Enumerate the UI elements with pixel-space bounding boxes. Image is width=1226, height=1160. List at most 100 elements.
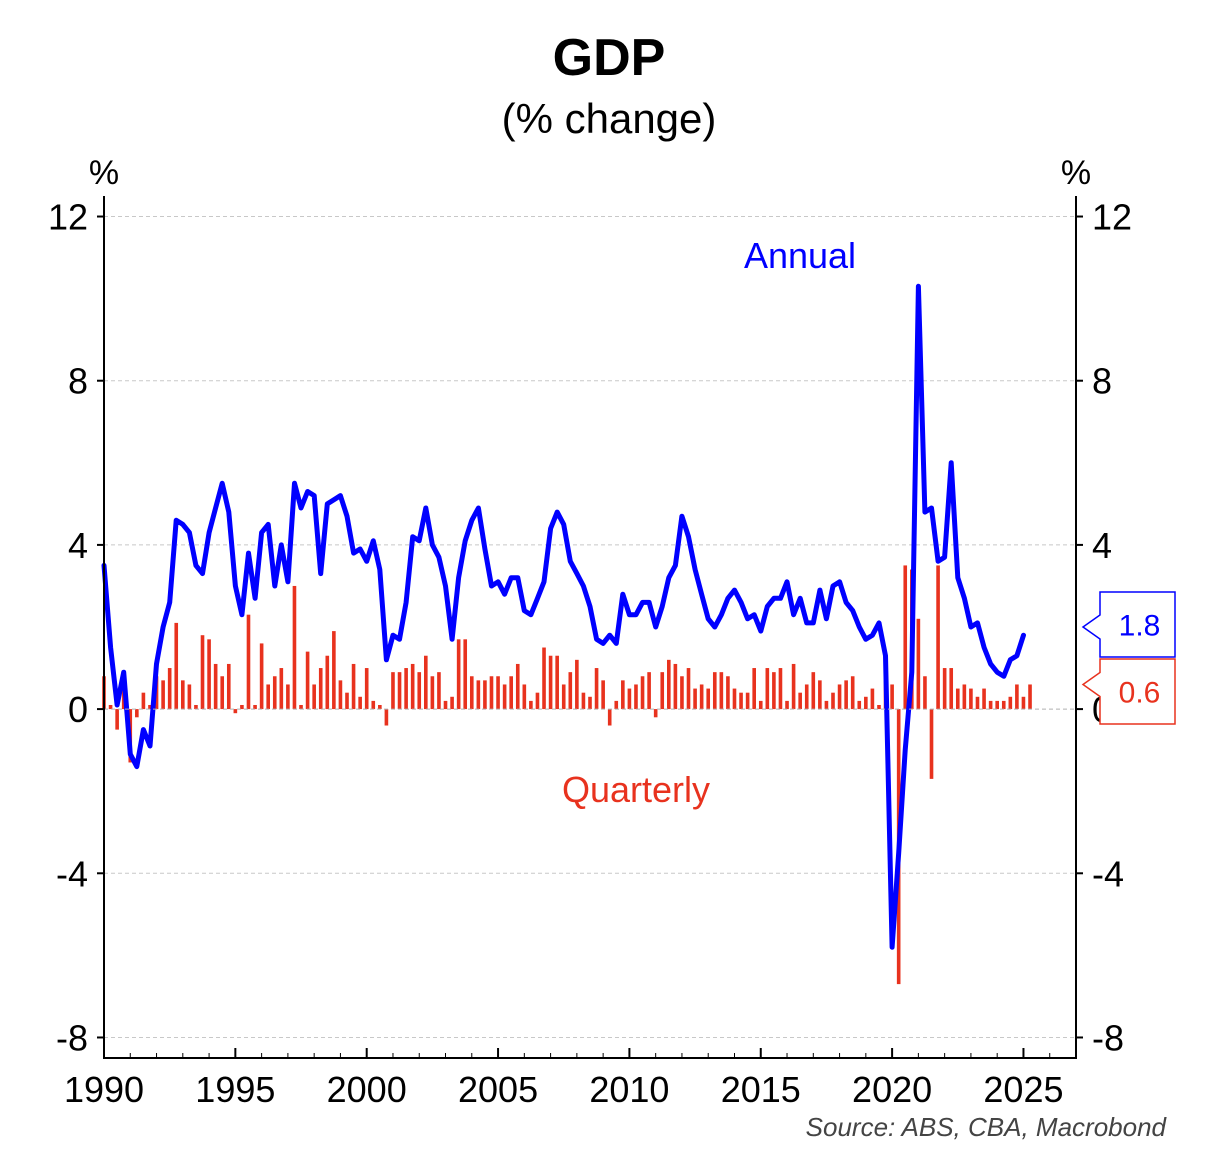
quarterly-bar (903, 565, 908, 710)
quarterly-bar (174, 622, 179, 710)
quarterly-bar (351, 663, 356, 710)
quarterly-bar (404, 668, 408, 710)
quarterly-bar (772, 672, 776, 710)
quarterly-bar (726, 676, 730, 710)
quarterly-bar (489, 676, 494, 710)
quarterly-bar (345, 692, 349, 710)
y-tick-right-12: 12 (1092, 197, 1132, 238)
quarterly-bar (253, 704, 257, 710)
quarterly-bar (266, 684, 270, 710)
quarterly-last-value: 0.6 (1119, 677, 1161, 710)
axes (103, 196, 1077, 1059)
quarterly-bar (699, 684, 704, 710)
quarterly-bar (515, 663, 520, 710)
quarterly-bar (233, 709, 238, 714)
y-tick-right--4: -4 (1092, 853, 1124, 894)
quarterly-bar (575, 659, 579, 710)
quarterly-bar (259, 643, 264, 710)
quarterly-bar (358, 696, 362, 710)
quarterly-bar (548, 655, 553, 710)
quarterly-bar (325, 655, 330, 710)
quarterly-bar (686, 668, 691, 710)
quarterly-bar (476, 680, 481, 710)
quarterly-bar (1021, 696, 1026, 710)
quarterly-bar (338, 680, 343, 710)
quarterly-bar (469, 676, 474, 710)
quarterly-bar (975, 696, 980, 710)
quarterly-bar (942, 668, 947, 710)
quarterly-bar (864, 696, 868, 710)
source-note: Source: ABS, CBA, Macrobond (806, 1112, 1168, 1142)
y-axis-ticks: 1212884400-4-4-8-8 (48, 197, 1132, 1059)
quarterly-bar (752, 668, 756, 710)
y-tick-left--8: -8 (56, 1017, 88, 1058)
left-axis-unit: % (89, 154, 119, 192)
quarterly-bar (535, 692, 540, 710)
quarterly-bar (785, 700, 789, 710)
quarterly-bar (870, 688, 875, 710)
quarterly-bar (371, 700, 376, 710)
quarterly-bar (798, 692, 802, 710)
quarterly-bar (621, 680, 625, 710)
x-tick-2015: 2015 (721, 1069, 801, 1110)
quarterly-bar (601, 680, 605, 710)
quarterly-bar (410, 663, 415, 710)
quarterly-bar (240, 704, 244, 710)
right-axis-unit: % (1061, 154, 1091, 192)
quarterly-bar (1028, 684, 1032, 710)
quarterly-bar (594, 668, 599, 710)
quarterly-bar (988, 700, 993, 710)
quarterly-bar (719, 672, 724, 710)
quarterly-bar (607, 709, 612, 726)
quarterly-bar (634, 684, 638, 710)
quarterly-bar (167, 668, 172, 710)
quarterly-bar (299, 704, 303, 710)
plot-frame (103, 196, 1077, 1059)
quarterly-bar (187, 684, 192, 710)
quarterly-bar (673, 663, 678, 710)
quarterly-bar (588, 696, 592, 710)
quarterly-bar (318, 668, 323, 710)
quarterly-bar (141, 692, 146, 710)
x-axis-ticks: 1990 1995 2000 2005 2010 2015 2020 2025 (64, 1048, 1077, 1110)
quarterly-bar (955, 688, 960, 710)
y-tick-right-4: 4 (1092, 525, 1112, 566)
legend-quarterly: Quarterly (562, 769, 710, 810)
quarterly-bar (745, 692, 750, 710)
x-tick-2025: 2025 (983, 1069, 1063, 1110)
quarterly-bar (135, 709, 139, 718)
quarterly-bar (831, 692, 835, 710)
quarterly-bar (778, 668, 783, 710)
quarterly-bar (529, 700, 533, 710)
quarterly-bar (929, 709, 934, 779)
quarterly-bar (693, 688, 697, 710)
quarterly-bar (1008, 696, 1013, 710)
quarterly-bar (450, 696, 454, 710)
quarterly-bar (220, 676, 225, 710)
quarterly-bar (837, 684, 842, 710)
annual-line (101, 283, 1026, 950)
quarterly-bar (496, 676, 500, 710)
quarterly-bar (568, 672, 573, 710)
quarterly-bar (732, 688, 737, 710)
quarterly-bar (660, 672, 665, 710)
quarterly-bar (1001, 700, 1006, 710)
gridlines (104, 216, 1076, 1038)
quarterly-bar (279, 668, 284, 710)
quarterly-bar (391, 672, 395, 710)
quarterly-bar (936, 565, 940, 710)
y-tick-left-0: 0 (68, 689, 88, 730)
quarterly-bar (213, 663, 218, 710)
chart-title: GDP (553, 29, 666, 87)
quarterly-bar (811, 672, 816, 710)
quarterly-bar (739, 692, 743, 710)
quarterly-bar (542, 647, 546, 710)
quarterly-bar (844, 680, 848, 710)
quarterly-bar (581, 692, 586, 710)
annual-last-value: 1.8 (1119, 610, 1161, 643)
quarterly-bar (424, 655, 428, 710)
quarterly-bar (430, 676, 435, 710)
quarterly-bar (758, 700, 763, 710)
quarterly-bar (712, 672, 717, 710)
quarterly-bar (384, 709, 389, 726)
